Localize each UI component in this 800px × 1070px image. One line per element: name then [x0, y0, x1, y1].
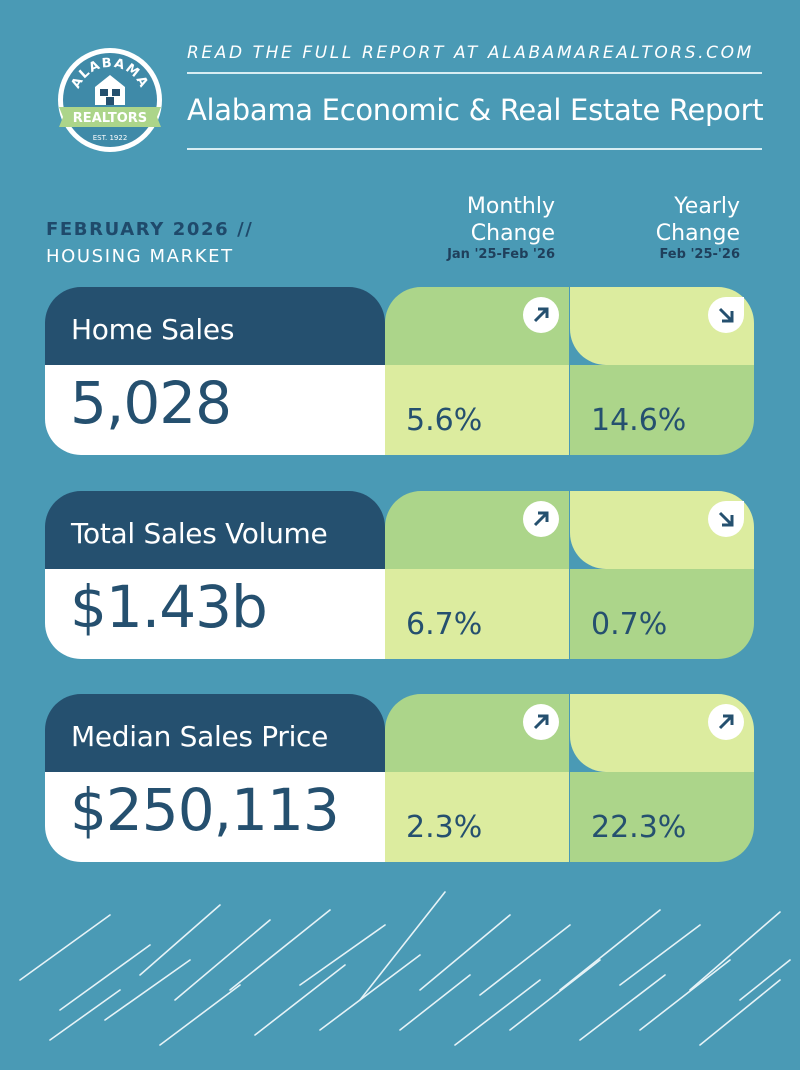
metric-card-median-sales-price: Median Sales Price $250,113 2.3% 22.3% [45, 694, 755, 864]
report-link[interactable]: READ THE FULL REPORT AT ALABAMAREALTORS.… [187, 43, 754, 63]
yearly-indicator-cell [570, 287, 754, 365]
arrow-up-right-icon [523, 297, 559, 333]
metric-value: 5,028 [70, 369, 232, 437]
monthly-change-cell: 5.6% [385, 365, 569, 455]
yearly-change-value: 0.7% [591, 607, 668, 642]
monthly-heading-line1: Monthly [466, 194, 555, 219]
report-period: FEBRUARY 2026 // [46, 219, 254, 240]
decorative-hatch-pattern [0, 880, 800, 1066]
header-divider-top [187, 72, 762, 74]
arrow-down-right-icon [708, 501, 744, 537]
arrow-up-right-icon [523, 501, 559, 537]
yearly-change-heading: Yearly Change Feb '25-'26 [585, 193, 740, 262]
yearly-change-cell: 0.7% [570, 569, 754, 659]
monthly-range: Jan '25-Feb '26 [447, 247, 555, 262]
section-subtitle: HOUSING MARKET [46, 246, 234, 267]
metric-value-box: $250,113 [45, 772, 385, 862]
arrow-down-right-icon [708, 297, 744, 333]
monthly-indicator-cell [385, 491, 569, 569]
yearly-indicator-cell [570, 694, 754, 772]
alabama-realtors-logo: ALABAMA REALTORS EST. 1922 [55, 45, 165, 155]
metric-value-box: 5,028 [45, 365, 385, 455]
yearly-range: Feb '25-'26 [659, 247, 740, 262]
yearly-heading-line2: Change [655, 221, 740, 246]
yearly-change-cell: 14.6% [570, 365, 754, 455]
monthly-change-value: 2.3% [406, 810, 483, 845]
monthly-change-value: 6.7% [406, 607, 483, 642]
arrow-up-right-icon [523, 704, 559, 740]
monthly-change-heading: Monthly Change Jan '25-Feb '26 [400, 193, 555, 262]
monthly-change-cell: 2.3% [385, 772, 569, 862]
metric-label-box: Total Sales Volume [45, 491, 385, 569]
page-title: Alabama Economic & Real Estate Report [187, 93, 764, 127]
metric-label-box: Median Sales Price [45, 694, 385, 772]
monthly-indicator-cell [385, 287, 569, 365]
monthly-change-cell: 6.7% [385, 569, 569, 659]
arrow-up-right-icon [708, 704, 744, 740]
metric-label: Total Sales Volume [71, 517, 328, 550]
yearly-change-value: 14.6% [591, 403, 687, 438]
metric-label: Home Sales [71, 313, 235, 346]
monthly-heading-line2: Change [470, 221, 555, 246]
svg-text:EST. 1922: EST. 1922 [93, 134, 128, 142]
yearly-change-cell: 22.3% [570, 772, 754, 862]
metric-value: $250,113 [70, 776, 340, 844]
header-divider-bottom [187, 148, 762, 150]
yearly-indicator-cell [570, 491, 754, 569]
monthly-change-value: 5.6% [406, 403, 483, 438]
yearly-heading-line1: Yearly [674, 194, 740, 219]
metric-value-box: $1.43b [45, 569, 385, 659]
yearly-change-value: 22.3% [591, 810, 687, 845]
monthly-indicator-cell [385, 694, 569, 772]
metric-label: Median Sales Price [71, 720, 329, 753]
metric-card-home-sales: Home Sales 5,028 5.6% 14.6% [45, 287, 755, 457]
metric-card-total-sales-volume: Total Sales Volume $1.43b 6.7% 0.7% [45, 491, 755, 661]
svg-text:REALTORS: REALTORS [73, 111, 147, 126]
metric-value: $1.43b [70, 573, 268, 641]
metric-label-box: Home Sales [45, 287, 385, 365]
